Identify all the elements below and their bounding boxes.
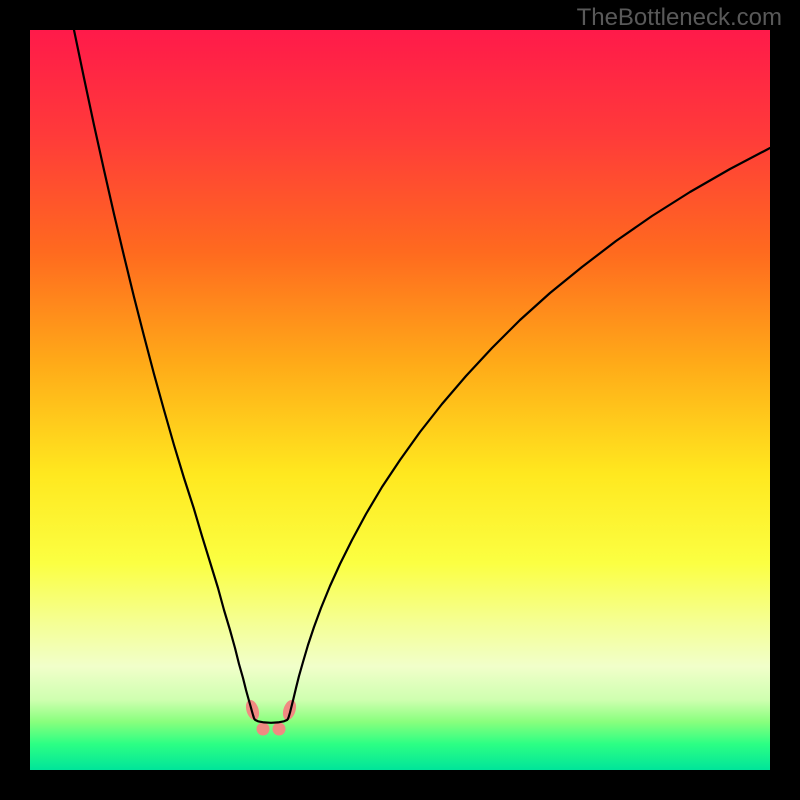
blob [273, 723, 286, 736]
chart-frame: TheBottleneck.com [0, 0, 800, 800]
watermark-text: TheBottleneck.com [577, 4, 782, 32]
plot-area [30, 30, 770, 770]
blob [257, 723, 270, 736]
chart-svg [30, 30, 770, 770]
gradient-background [30, 30, 770, 770]
